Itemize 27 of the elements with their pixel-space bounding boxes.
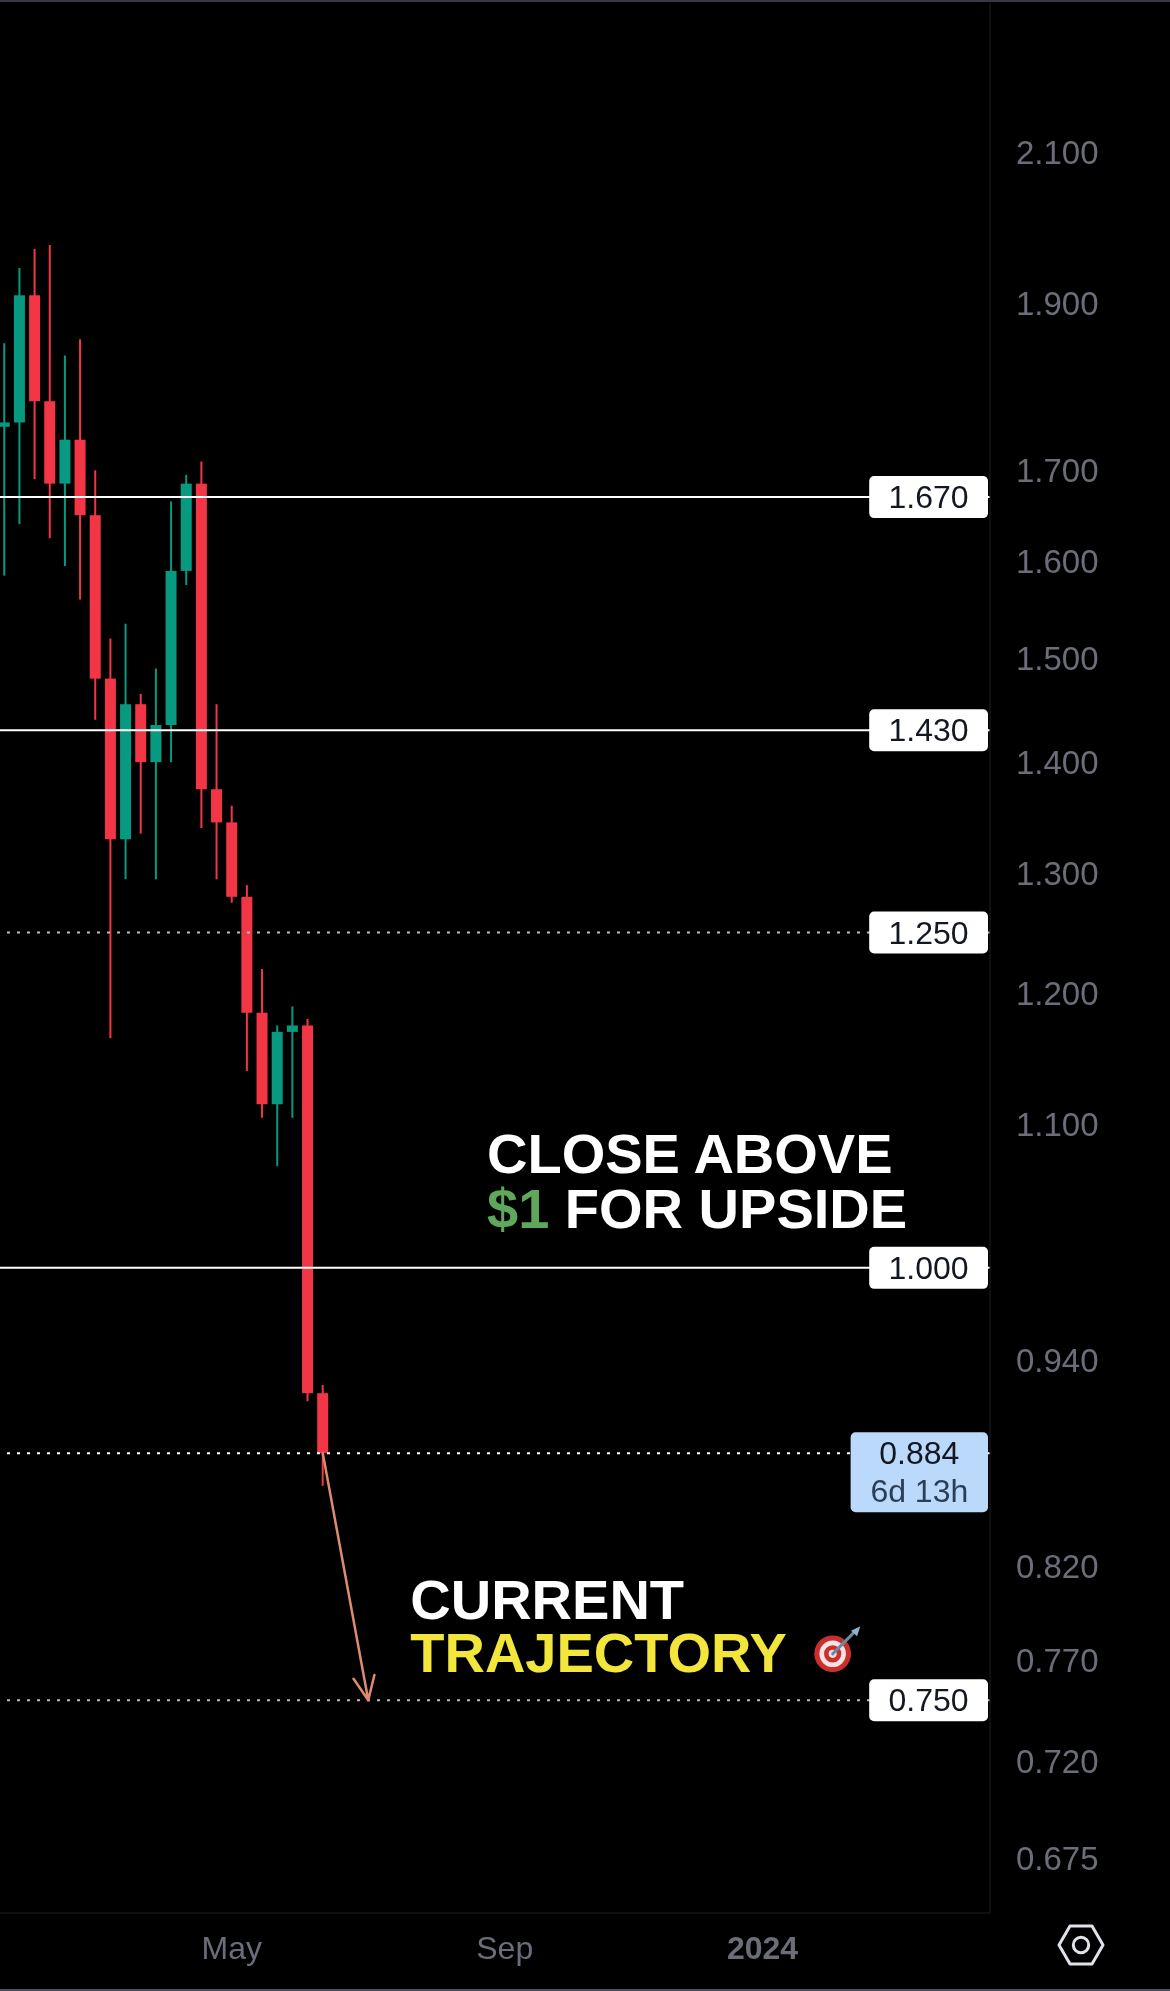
y-tick-label: 1.900 [1016,284,1099,322]
ref-line-label: 1.000 [888,1250,969,1287]
y-tick-label: 1.400 [1016,743,1099,781]
y-tick-label: 1.300 [1016,855,1099,893]
y-tick-label: 0.770 [1016,1642,1099,1680]
y-tick-label: 1.500 [1016,640,1099,677]
y-tick-label: 0.820 [1016,1547,1099,1585]
ref-line-label: 0.884 6d 13h [870,1435,969,1510]
x-tick-label: May [201,1930,263,1967]
y-tick-label: 0.675 [1016,1840,1099,1878]
y-tick-label: 0.720 [1016,1743,1099,1781]
annotation: CLOSE ABOVE $1 FOR UPSIDE [487,1122,908,1240]
y-tick-label: 2.100 [1016,134,1099,172]
ref-line-label: 1.250 [888,914,969,951]
x-tick-label: 2024 [726,1930,799,1967]
y-tick-label: 1.100 [1016,1106,1099,1144]
candlestick [286,1005,298,1119]
ref-line-label: 1.670 [888,479,969,516]
annotation: CURRENT TRAJECTORY [410,1568,787,1685]
ref-line-label: 0.750 [888,1682,969,1719]
candlestick [0,342,10,577]
ref-line-label: 1.430 [888,712,969,749]
y-tick-label: 1.700 [1016,451,1099,489]
x-tick-label: Sep [476,1930,534,1967]
y-tick-label: 0.940 [1016,1342,1099,1380]
y-tick-label: 1.200 [1016,975,1099,1013]
y-tick-label: 1.600 [1016,543,1099,580]
